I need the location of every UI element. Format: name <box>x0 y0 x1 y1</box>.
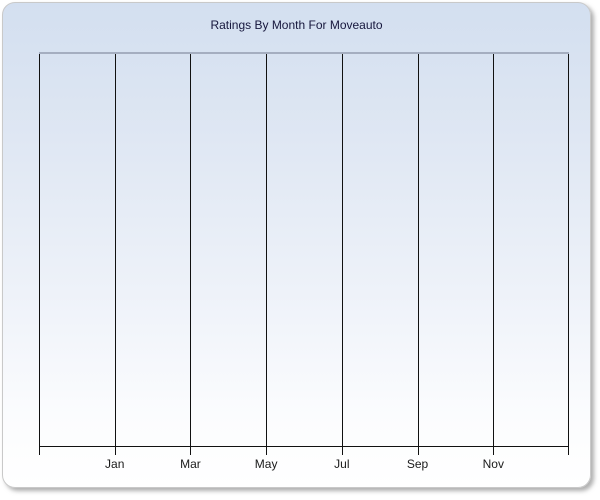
chart-title: Ratings By Month For Moveauto <box>210 18 383 32</box>
x-axis-label: Jul <box>334 457 350 471</box>
gridline-left-edge <box>39 54 40 455</box>
x-axis-label: Nov <box>482 457 504 471</box>
gridline-jan <box>114 54 116 455</box>
x-axis-label: May <box>254 457 278 471</box>
gridline-sep <box>417 54 419 455</box>
gridline-right-edge <box>568 54 569 455</box>
x-axis-label: Sep <box>406 457 429 471</box>
gridline-jul <box>341 54 343 455</box>
gridline-may <box>266 54 268 455</box>
x-axis-label: Jan <box>105 457 125 471</box>
gridline-mar <box>190 54 192 455</box>
x-axis-label: Mar <box>180 457 201 471</box>
x-axis-line <box>39 446 569 447</box>
chart-panel: Ratings By Month For Moveauto Jan Mar Ma… <box>2 2 591 488</box>
gridline-nov <box>493 54 495 455</box>
plot-area: Jan Mar May Jul Sep Nov <box>39 52 569 471</box>
